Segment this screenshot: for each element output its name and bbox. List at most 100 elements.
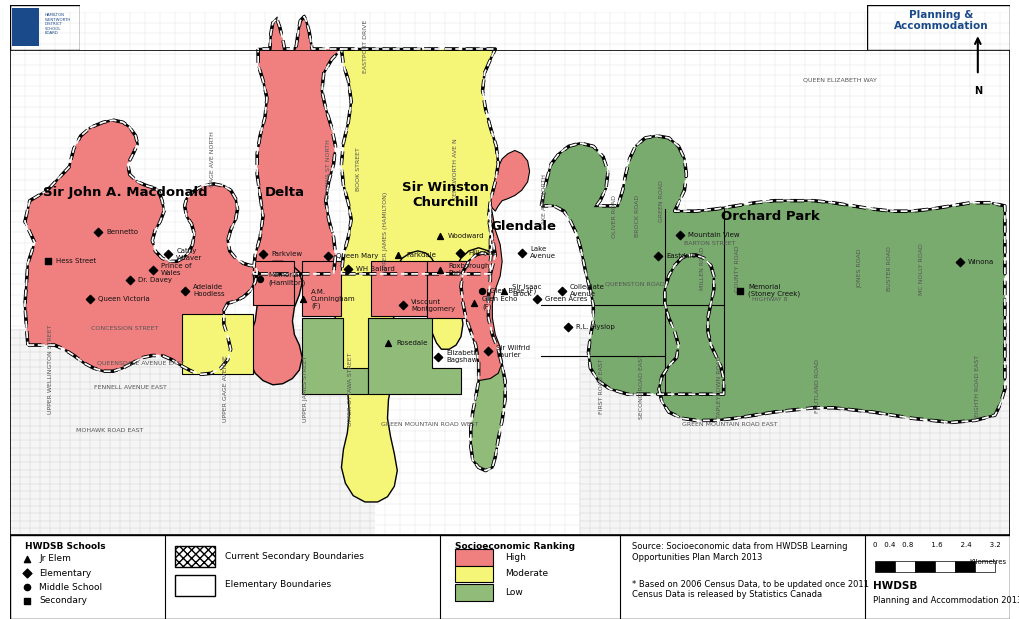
Bar [454,566,492,582]
Text: Sir John A. Macdonald: Sir John A. Macdonald [43,186,207,199]
Polygon shape [253,17,341,274]
Text: Woodward: Woodward [447,233,484,240]
Text: BUSTER ROAD: BUSTER ROAD [887,246,892,291]
Text: QUEENSDALE AVENUE EAST: QUEENSDALE AVENUE EAST [97,360,183,365]
Polygon shape [248,261,302,385]
Text: Delta: Delta [265,186,305,199]
Point [82,294,98,304]
Polygon shape [461,206,501,381]
Point [19,554,36,564]
Polygon shape [333,248,495,502]
Polygon shape [253,261,294,305]
Bar [934,561,954,572]
Text: WH Ballard: WH Ballard [356,266,394,272]
Text: UPPER JAMES STREET: UPPER JAMES STREET [303,356,308,422]
Text: Glen Brae (F): Glen Brae (F) [489,287,536,294]
Text: MOHAWK ROAD EAST: MOHAWK ROAD EAST [76,428,144,433]
Point [479,347,495,357]
Bar [10,329,375,535]
Point [389,249,406,259]
Text: GREEN ROAD: GREEN ROAD [659,180,663,222]
Bar [454,549,492,566]
Text: Planning &
Accommodation: Planning & Accommodation [893,10,987,32]
Text: UPPER WELLINGTON STREET: UPPER WELLINGTON STREET [48,324,53,413]
Text: SECOND ROAD EAST: SECOND ROAD EAST [639,354,644,419]
Text: Prince of
Wales: Prince of Wales [161,263,192,276]
Point [495,286,512,296]
Text: Elementary: Elementary [39,568,92,578]
Bar [454,584,492,600]
Text: Glen Echo
(F): Glen Echo (F) [482,297,517,310]
Polygon shape [490,150,529,211]
Polygon shape [461,206,504,470]
Text: EIGHTH ROAD EAST: EIGHTH ROAD EAST [974,355,979,417]
Text: Queen Victoria: Queen Victoria [98,296,150,302]
Text: MC NOLLY ROAD: MC NOLLY ROAD [918,243,923,295]
Point [176,286,193,296]
Point [145,265,161,275]
Text: Source: Socioeconomic data from HWDSB Learning
Opportunities Plan March 2013: Source: Socioeconomic data from HWDSB Le… [632,542,847,561]
Text: Hess Street: Hess Street [56,258,96,264]
Text: Sir Isaac
Brock: Sir Isaac Brock [512,284,541,297]
Text: Planning and Accommodation 2013: Planning and Accommodation 2013 [872,595,1019,605]
Text: Current Secondary Boundaries: Current Secondary Boundaries [225,552,364,561]
Polygon shape [341,49,497,274]
Point [466,298,482,308]
Text: FENNELL AVENUE EAST: FENNELL AVENUE EAST [94,386,166,391]
Text: A.M.
Cunningham
(F): A.M. Cunningham (F) [311,289,356,310]
Text: * Based on 2006 Census Data, to be updated once 2011
Census Data is released by : * Based on 2006 Census Data, to be updat… [632,580,868,599]
Point [559,322,576,332]
Bar [12,8,39,46]
Text: FIRST ROAD EAST: FIRST ROAD EAST [599,358,604,414]
Bar [914,561,933,572]
Text: GREEN MOUNTAIN ROAD EAST: GREEN MOUNTAIN ROAD EAST [682,422,776,427]
Point [429,352,445,361]
Point [431,265,447,275]
Text: HAMILTON
WENTWORTH
DISTRICT
SCHOOL
BOARD: HAMILTON WENTWORTH DISTRICT SCHOOL BOARD [45,13,71,35]
Text: Lake
Avenue: Lake Avenue [530,246,555,259]
Polygon shape [24,120,257,374]
Polygon shape [302,318,368,394]
Bar [580,329,1009,535]
Bar [894,561,914,572]
Text: CONCESSION STREET: CONCESSION STREET [92,326,159,331]
Text: MILLEN ROAD: MILLEN ROAD [700,247,705,290]
Text: Glendale: Glendale [489,220,555,233]
Point [731,286,747,296]
Text: Orchard Park: Orchard Park [719,210,818,223]
Text: Viscount
Montgomery: Viscount Montgomery [411,299,454,312]
Text: GREEN MOUNTAIN ROAD WEST: GREEN MOUNTAIN ROAD WEST [381,422,478,427]
Text: Roxborough
Park: Roxborough Park [447,263,489,276]
Text: Eastdale: Eastdale [665,253,695,259]
Point [90,227,106,237]
Text: 0   0.4   0.8        1.6        2.4        3.2: 0 0.4 0.8 1.6 2.4 3.2 [872,542,1000,548]
Point [19,582,36,592]
Text: Mountain View: Mountain View [687,232,739,238]
Text: OLIVER ROAD: OLIVER ROAD [611,195,616,238]
Polygon shape [368,318,461,394]
Text: Jr Elem: Jr Elem [39,555,71,563]
Bar [874,561,894,572]
Point [528,294,544,304]
Point [553,286,570,296]
Bar [974,561,994,572]
Text: Collegiate
Avenue: Collegiate Avenue [570,284,604,297]
Point [649,251,665,261]
Text: Elementary Boundaries: Elementary Boundaries [225,580,331,589]
Polygon shape [371,261,426,316]
Point [19,595,36,605]
Text: OTTAWA ST NORTH: OTTAWA ST NORTH [325,139,330,199]
Point [160,249,176,259]
Point [339,264,356,274]
Text: COUNTY ROAD: COUNTY ROAD [735,245,740,292]
Polygon shape [181,314,253,374]
Text: Cathy
Weaver: Cathy Weaver [176,248,202,261]
Text: Kilometres: Kilometres [969,559,1006,565]
Point [252,274,268,284]
Point [514,248,530,258]
Text: TAPLEYTOWN ROAD: TAPLEYTOWN ROAD [716,355,721,418]
Point [951,258,967,267]
Text: BROCK ROAD: BROCK ROAD [635,195,640,238]
Text: Sir Wilfrid
Laurier: Sir Wilfrid Laurier [495,345,530,358]
Text: Memorial
(Hamilton): Memorial (Hamilton) [268,272,305,286]
